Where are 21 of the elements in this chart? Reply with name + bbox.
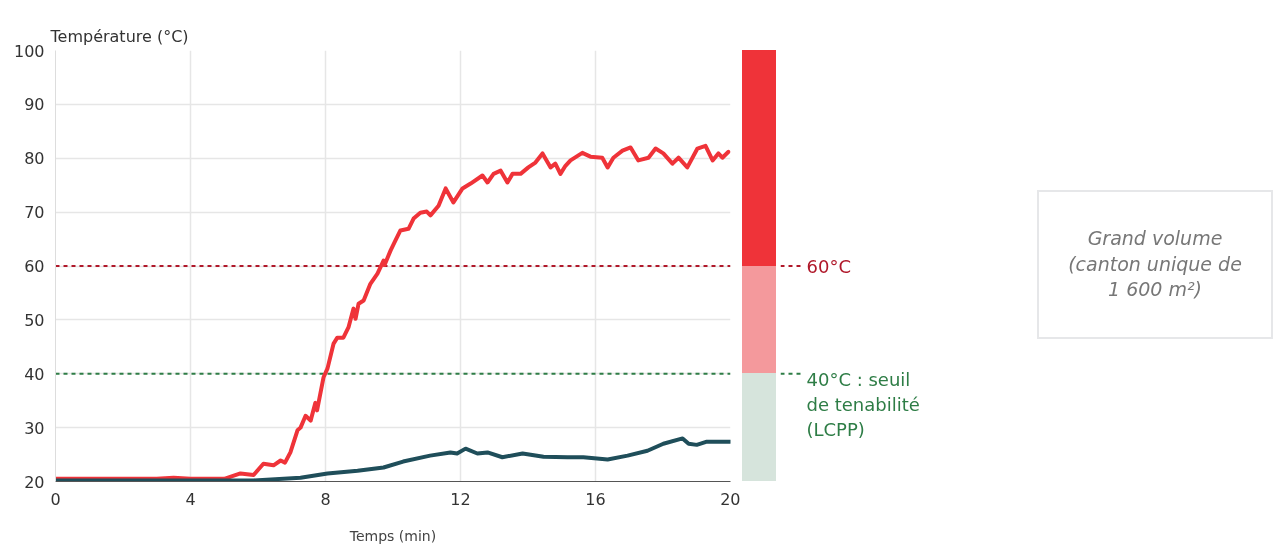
x-tick-label: 20 bbox=[720, 489, 741, 509]
x-tick-label: 8 bbox=[320, 489, 331, 509]
x-tick-label: 16 bbox=[585, 489, 606, 509]
text: Grand volume (canton unique de 1 600 m²) bbox=[1037, 190, 1273, 339]
y-tick-label: 50 bbox=[24, 310, 45, 330]
x-tick-label: 12 bbox=[450, 489, 471, 509]
x-tick-label: 4 bbox=[185, 489, 196, 509]
y-tick-label: 30 bbox=[24, 418, 45, 438]
x-axis-title: Temps (min) bbox=[348, 527, 437, 544]
y-tick-label: 60 bbox=[24, 257, 45, 276]
y-tick-label: 70 bbox=[24, 203, 45, 223]
y-tick-label: 90 bbox=[24, 95, 45, 115]
y-axis-title: Température (°C) bbox=[49, 26, 189, 46]
y-tick-label: 100 bbox=[13, 41, 45, 61]
x-tick-label: 0 bbox=[50, 489, 61, 509]
ref-line-label: 60°C bbox=[806, 255, 851, 277]
y-tick-label: 20 bbox=[24, 472, 45, 492]
line-series bbox=[55, 436, 731, 482]
y-tick-label: 80 bbox=[24, 149, 45, 169]
y-tick-label: 40 bbox=[24, 364, 45, 384]
legend-label: 40°C : seuil de tenabilité (LCPP) bbox=[806, 369, 920, 441]
